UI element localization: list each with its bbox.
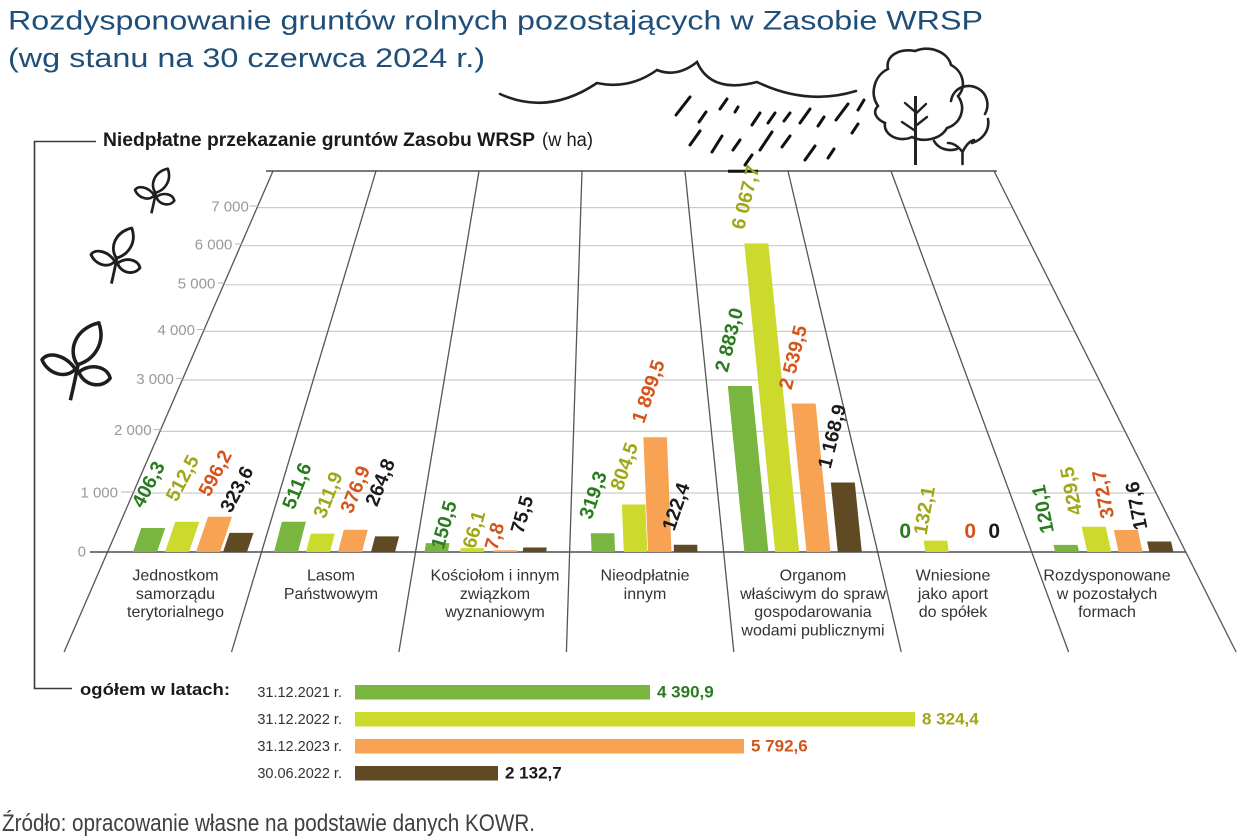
- svg-text:8 324,4: 8 324,4: [922, 710, 979, 729]
- svg-text:31.12.2022 r.: 31.12.2022 r.: [257, 712, 342, 728]
- svg-text:5 000: 5 000: [178, 275, 216, 292]
- svg-text:0: 0: [988, 520, 1000, 543]
- svg-text:7 000: 7 000: [211, 198, 249, 215]
- svg-text:1 000: 1 000: [80, 484, 118, 501]
- svg-text:0: 0: [78, 543, 86, 560]
- svg-text:4 390,9: 4 390,9: [657, 683, 714, 702]
- svg-text:ogółem w latach:: ogółem w latach:: [80, 680, 230, 699]
- svg-text:Rozdysponowanie gruntów rolnyc: Rozdysponowanie gruntów rolnych pozostaj…: [8, 5, 983, 35]
- svg-text:30.06.2022 r.: 30.06.2022 r.: [257, 766, 342, 782]
- svg-text:(w ha): (w ha): [542, 129, 593, 151]
- svg-text:0: 0: [964, 520, 976, 543]
- svg-text:5 792,6: 5 792,6: [751, 737, 808, 756]
- svg-text:6 000: 6 000: [195, 236, 233, 253]
- svg-text:2 132,7: 2 132,7: [505, 764, 562, 783]
- svg-text:(wg stanu na 30 czerwca 2024 r: (wg stanu na 30 czerwca 2024 r.): [8, 43, 485, 73]
- svg-text:Źródło: opracowanie własne na: Źródło: opracowanie własne na podstawie …: [2, 810, 535, 837]
- svg-text:0: 0: [899, 520, 911, 543]
- svg-text:Niedpłatne przekazanie gruntów: Niedpłatne przekazanie gruntów Zasobu WR…: [103, 129, 535, 151]
- svg-text:3 000: 3 000: [136, 371, 174, 388]
- svg-text:31.12.2023 r.: 31.12.2023 r.: [257, 739, 342, 755]
- svg-text:31.12.2021 r.: 31.12.2021 r.: [257, 685, 342, 701]
- svg-text:2 000: 2 000: [114, 422, 152, 439]
- svg-text:4 000: 4 000: [157, 322, 195, 339]
